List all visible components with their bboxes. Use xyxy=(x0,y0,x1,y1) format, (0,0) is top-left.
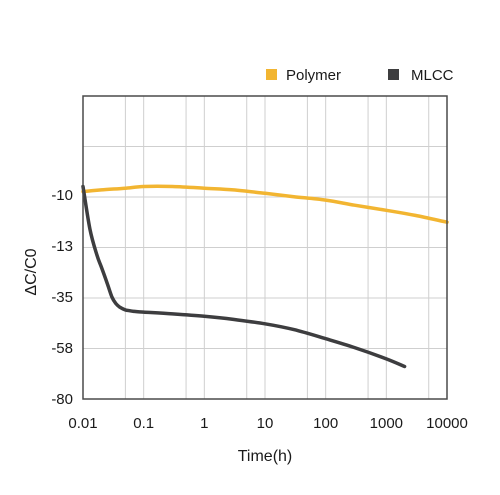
y-tick-labels: -10 -13 -35 -58 -80 xyxy=(51,187,73,408)
legend: Polymer MLCC xyxy=(266,67,454,84)
series-line-polymer xyxy=(81,184,449,224)
x-tick-label: 10 xyxy=(257,415,274,432)
y-tick-label: -80 xyxy=(51,391,73,408)
grid xyxy=(83,96,447,399)
y-tick-label: -58 xyxy=(51,340,73,357)
x-tick-labels: 0.01 0.1 1 10 100 1000 10000 xyxy=(68,415,467,432)
x-axis-label: Time(h) xyxy=(238,448,293,465)
y-tick-label: -13 xyxy=(51,238,73,255)
series-group xyxy=(81,184,449,369)
y-tick-label: -10 xyxy=(51,187,73,204)
legend-swatch-polymer xyxy=(266,69,277,80)
series-line-mlcc xyxy=(81,184,407,369)
y-axis-label: ΔC/C0 xyxy=(23,248,40,295)
plot-frame xyxy=(82,95,448,400)
x-tick-label: 0.01 xyxy=(68,415,97,432)
x-tick-label: 100 xyxy=(313,415,338,432)
x-tick-label: 1000 xyxy=(370,415,403,432)
x-tick-label: 0.1 xyxy=(133,415,154,432)
legend-label-polymer: Polymer xyxy=(286,67,341,84)
x-tick-label: 1 xyxy=(200,415,208,432)
legend-label-mlcc: MLCC xyxy=(411,67,454,84)
y-tick-label: -35 xyxy=(51,289,73,306)
x-tick-label: 10000 xyxy=(426,415,468,432)
legend-swatch-mlcc xyxy=(388,69,399,80)
